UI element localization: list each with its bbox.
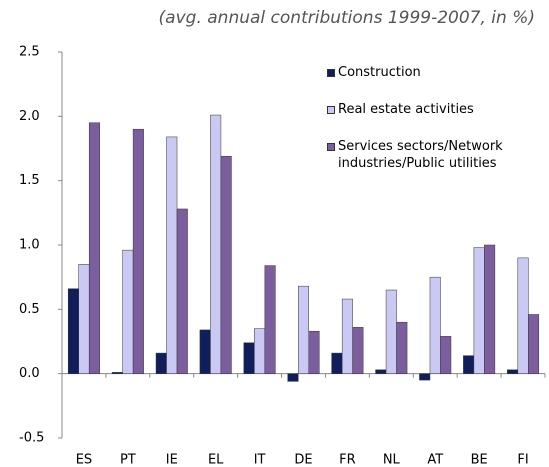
bar xyxy=(341,298,353,374)
bar xyxy=(78,264,90,374)
y-tick-label: 2.0 xyxy=(19,109,40,124)
legend-label: Real estate activities xyxy=(338,102,474,117)
x-tick-label: FR xyxy=(339,453,356,467)
bar xyxy=(308,330,320,374)
bar xyxy=(517,257,529,374)
chart-title: (avg. annual contributions 1999-2007, in… xyxy=(158,8,535,28)
legend-swatch xyxy=(327,143,335,151)
y-tick-label: 0.0 xyxy=(19,366,40,381)
bar xyxy=(429,276,441,374)
bar xyxy=(528,314,540,374)
bar xyxy=(67,288,79,374)
bar xyxy=(132,128,144,374)
bar xyxy=(331,352,343,374)
bar xyxy=(463,355,475,374)
bar xyxy=(176,208,188,374)
bar xyxy=(166,136,178,374)
x-tick-label: FI xyxy=(517,453,528,467)
x-tick-label: EL xyxy=(208,453,224,467)
y-tick-label: 0.5 xyxy=(19,302,40,317)
legend-item: Real estate activities xyxy=(327,101,542,118)
bar xyxy=(298,285,309,374)
y-tick-label: 2.5 xyxy=(19,45,40,60)
legend-label: Construction xyxy=(338,65,421,80)
bar xyxy=(264,265,276,374)
bar xyxy=(122,249,134,374)
legend-item: Services sectors/Network industries/Publ… xyxy=(327,138,542,172)
bar xyxy=(375,369,387,374)
y-tick-label: -0.5 xyxy=(19,431,44,446)
x-tick-label: ES xyxy=(76,453,92,467)
bar xyxy=(473,247,485,374)
bar xyxy=(419,373,431,381)
bar xyxy=(88,122,100,374)
bar xyxy=(385,289,397,374)
legend-swatch xyxy=(327,106,335,114)
x-tick-label: BE xyxy=(471,453,488,467)
y-tick-label: 1.0 xyxy=(19,238,40,253)
bar xyxy=(254,328,266,374)
x-tick-label: DE xyxy=(294,453,312,467)
bar xyxy=(199,329,211,374)
legend-item: Construction xyxy=(327,64,542,81)
bar xyxy=(396,321,408,374)
bar xyxy=(352,327,364,374)
x-tick-label: AT xyxy=(427,453,443,467)
legend: Construction Real estate activities Servic… xyxy=(327,64,542,192)
bar xyxy=(484,244,496,374)
x-tick-label: IT xyxy=(254,453,266,467)
bar xyxy=(243,342,255,374)
legend-swatch xyxy=(327,69,335,77)
x-tick-label: NL xyxy=(383,453,401,467)
x-tick-label: IE xyxy=(166,453,178,467)
bar xyxy=(111,372,123,374)
bar xyxy=(220,155,232,374)
y-tick-label: 1.5 xyxy=(19,173,40,188)
legend-label: Services sectors/Network industries/Publ… xyxy=(338,139,503,171)
bar xyxy=(155,352,167,374)
bar xyxy=(210,114,222,374)
x-tick-label: PT xyxy=(120,453,136,467)
bar xyxy=(287,373,299,382)
bar xyxy=(440,336,452,374)
bar xyxy=(507,369,519,374)
